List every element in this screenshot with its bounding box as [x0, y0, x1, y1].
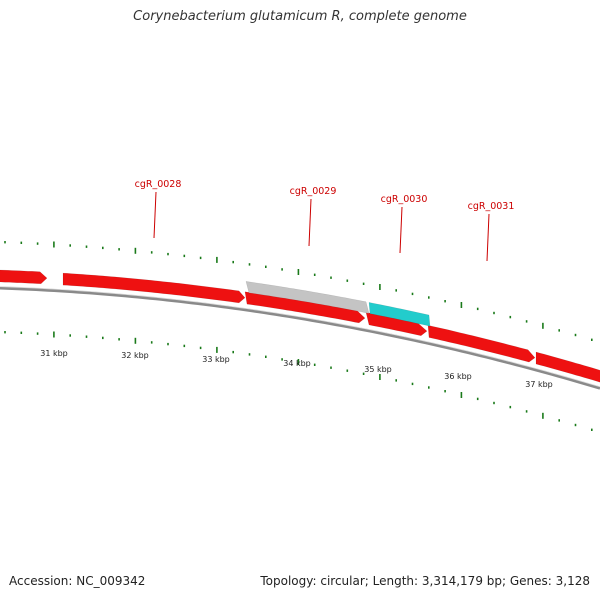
- gene-labels: cgR_0028 cgR_0029 cgR_0030 cgR_0031: [135, 179, 515, 262]
- gene-label-leader: [308, 198, 312, 247]
- accession-text: Accession: NC_009342: [9, 574, 146, 588]
- gene-label-leader: [486, 213, 490, 262]
- scale-label: 37 kbp: [525, 380, 553, 389]
- scale-label: 36 kbp: [444, 372, 472, 381]
- gene-track: [0, 269, 600, 383]
- scale-label: 32 kbp: [121, 351, 149, 360]
- gene-arrow: [535, 351, 600, 383]
- scale-label: 31 kbp: [40, 349, 68, 358]
- backbone-highlight: [0, 286, 600, 388]
- genome-backbone: [0, 286, 600, 390]
- topology-summary: Topology: circular; Length: 3,314,179 bp…: [260, 574, 590, 588]
- scale-label: 34 kbp: [283, 359, 311, 368]
- gene-label-cgR_0029: cgR_0029: [290, 186, 337, 197]
- gene-arrow-cgR_0031: [427, 324, 536, 363]
- feature-grey-bar: [245, 281, 370, 314]
- gene-label-cgR_0030: cgR_0030: [381, 194, 428, 205]
- gene-arrow: [0, 269, 48, 285]
- gene-arrow-cgR_0028: [62, 272, 246, 304]
- feature-cyan-bar: [368, 302, 431, 327]
- gene-label-cgR_0031: cgR_0031: [468, 201, 515, 212]
- gene-label-leader: [399, 206, 403, 254]
- scale-labels: 31 kbp 32 kbp 33 kbp 34 kbp 35 kbp 36 kbp 37 k…: [40, 349, 553, 389]
- ticks-inner: [4, 331, 593, 431]
- map-title: Corynebacterium glutamicum R, complete g…: [133, 9, 467, 24]
- gene-label-leader: [153, 191, 157, 239]
- scale-label: 33 kbp: [202, 355, 230, 364]
- ticks-outer: [4, 241, 593, 341]
- backbone-line: [0, 286, 600, 390]
- scale-label: 35 kbp: [364, 365, 392, 374]
- gene-label-cgR_0028: cgR_0028: [135, 179, 182, 190]
